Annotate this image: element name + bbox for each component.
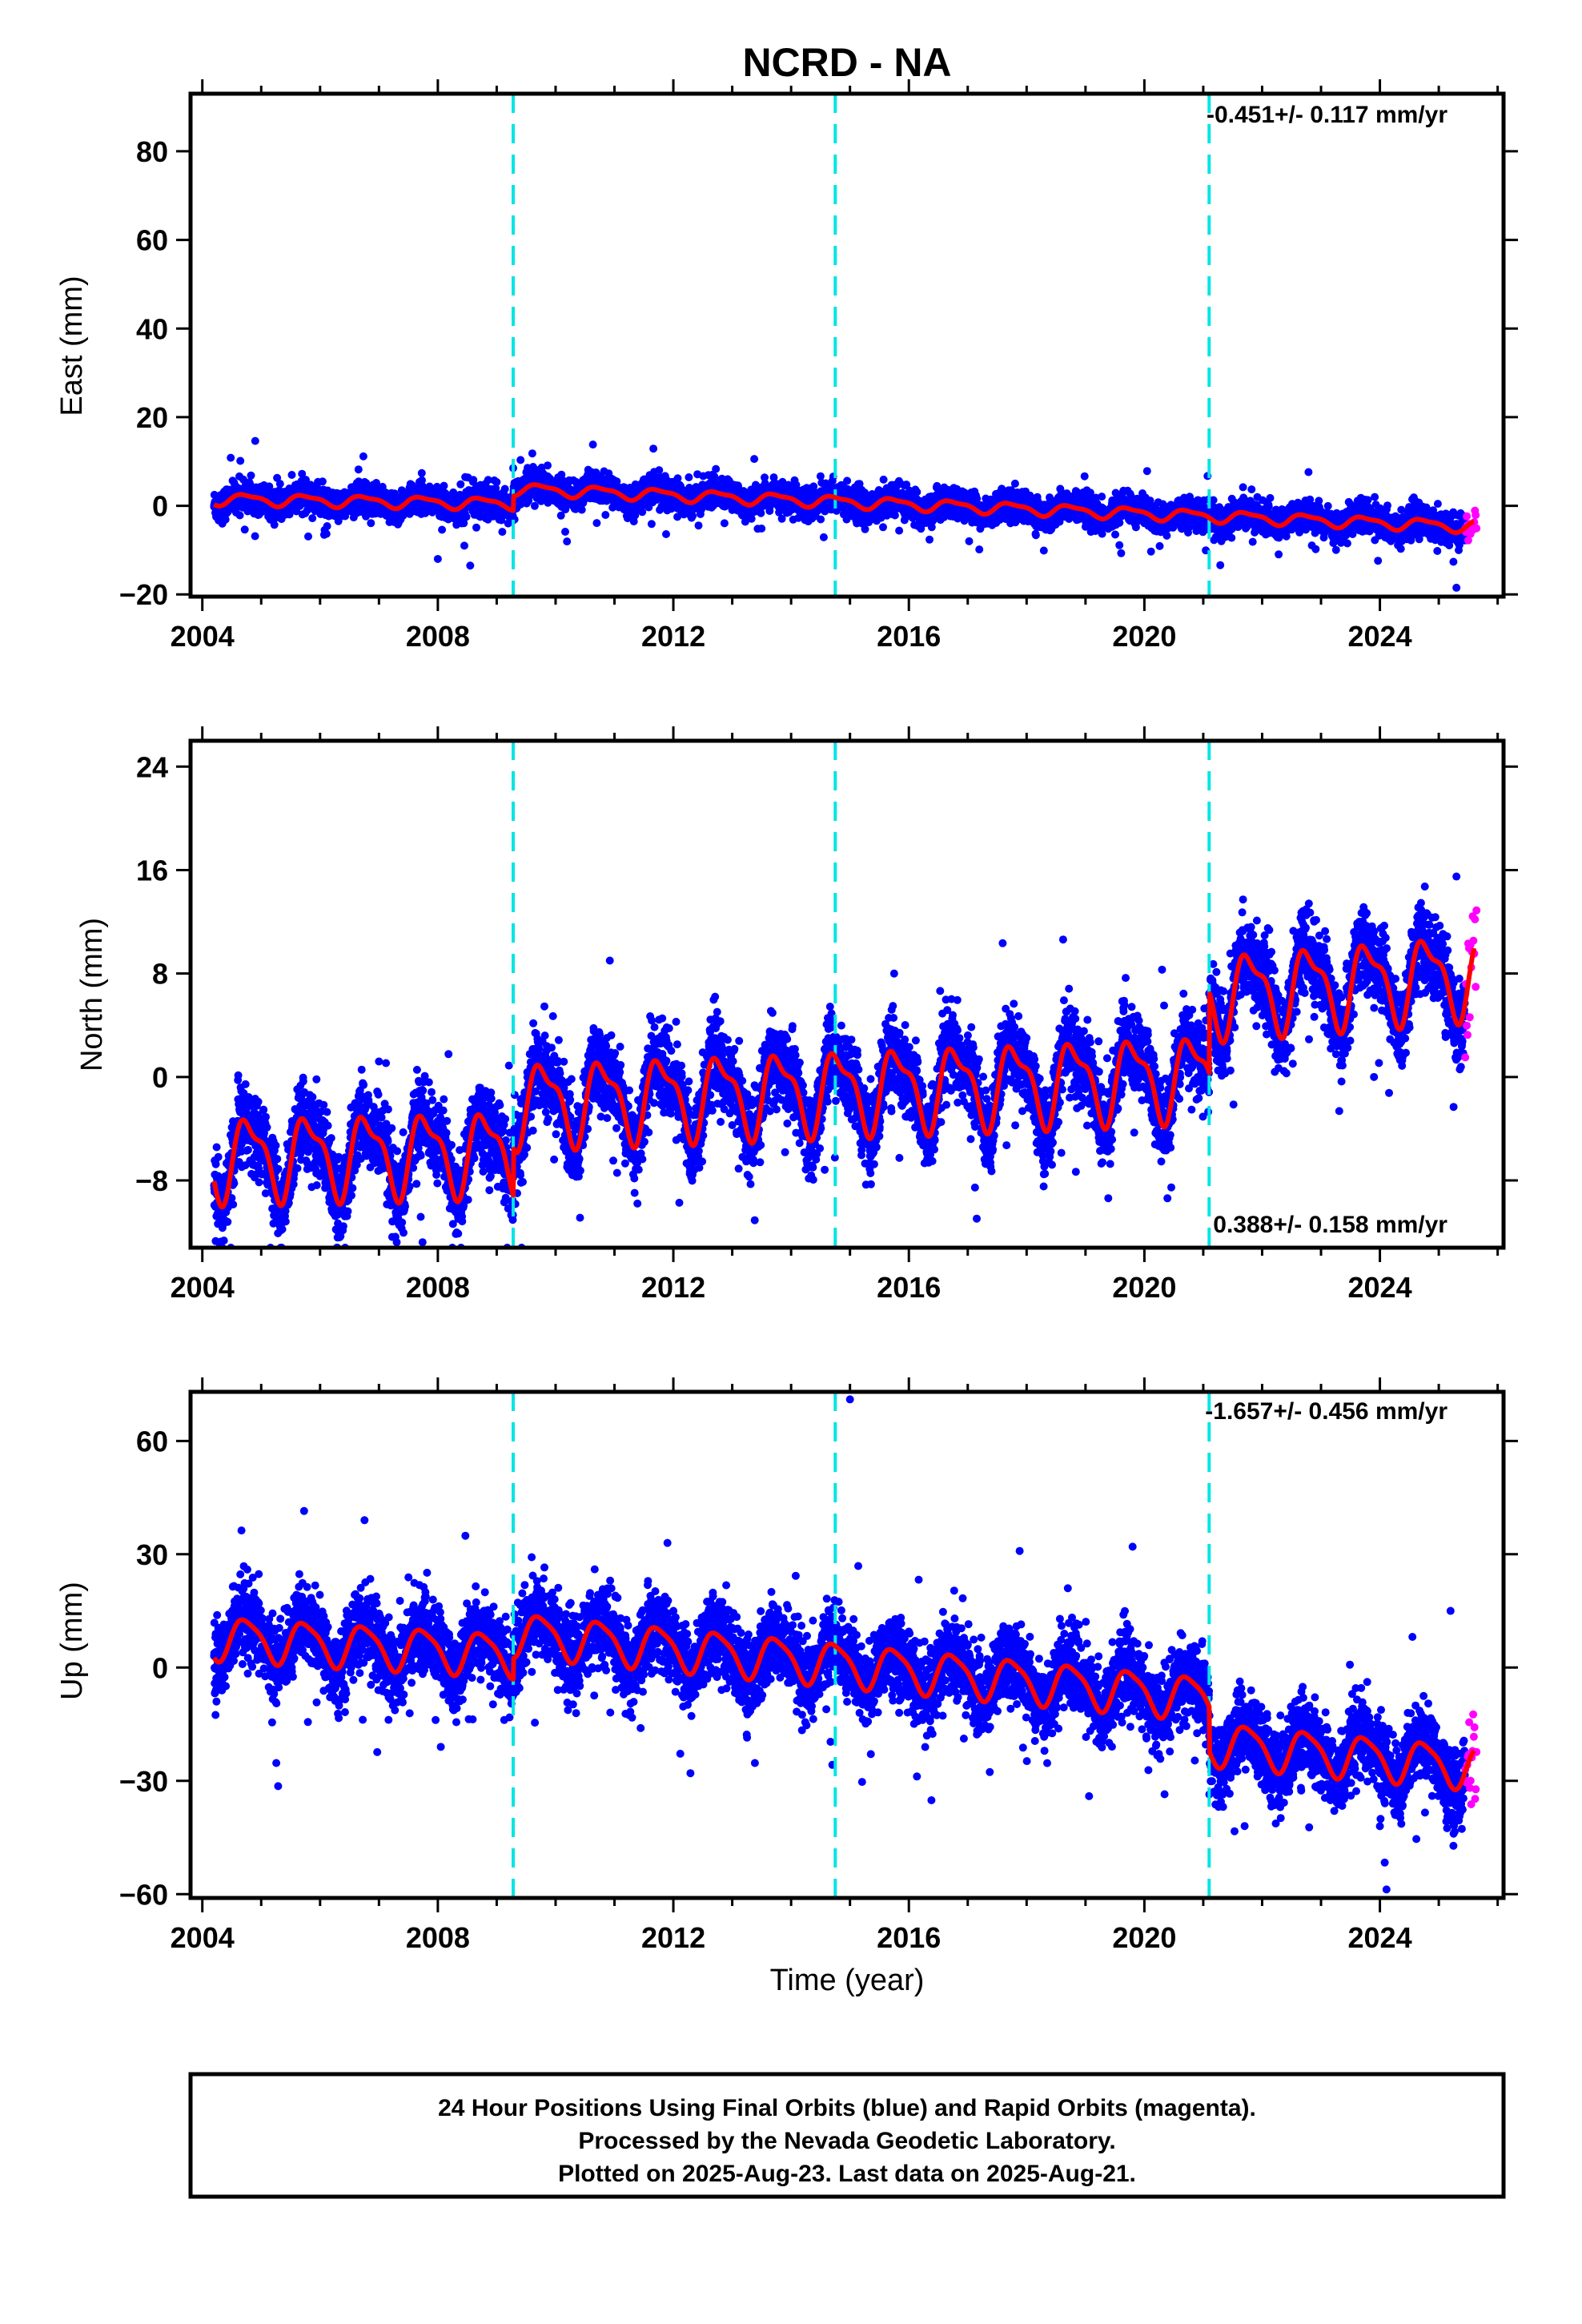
east-final-point bbox=[287, 471, 296, 479]
chart-title: NCRD - NA bbox=[742, 40, 951, 85]
east-final-point bbox=[817, 515, 825, 524]
east-final-point bbox=[563, 537, 572, 546]
east-final-point bbox=[417, 468, 426, 477]
east-final-point bbox=[913, 488, 921, 497]
east-final-point bbox=[304, 532, 312, 541]
east-final-point bbox=[438, 525, 447, 534]
east-final-point bbox=[926, 535, 934, 544]
east-final-point bbox=[516, 456, 525, 464]
east-final-point bbox=[890, 511, 899, 520]
east-final-point bbox=[592, 519, 601, 528]
east-final-point bbox=[372, 479, 380, 487]
east-final-point bbox=[601, 511, 610, 519]
east-final-point bbox=[440, 481, 448, 490]
east-final-point bbox=[500, 485, 509, 493]
east-final-point bbox=[460, 519, 468, 528]
east-final-point bbox=[1010, 479, 1019, 488]
east-final-point bbox=[843, 476, 852, 485]
east-final-point bbox=[323, 522, 331, 530]
east-final-point bbox=[359, 452, 367, 460]
east-panel: East (mm) -0.451+/- 0.117 mm/yr −2002040… bbox=[55, 79, 1518, 653]
east-final-point bbox=[712, 464, 721, 473]
east-final-point bbox=[334, 517, 343, 525]
east-final-point bbox=[750, 455, 759, 464]
east-final-point bbox=[757, 525, 766, 533]
east-final-point bbox=[354, 465, 363, 474]
east-final-point bbox=[251, 436, 259, 445]
east-ylabel: East (mm) bbox=[55, 275, 89, 416]
east-final-point bbox=[975, 545, 984, 554]
east-final-point bbox=[685, 473, 693, 481]
east-final-point bbox=[879, 523, 887, 532]
east-final-point bbox=[720, 519, 729, 528]
east-final-point bbox=[492, 478, 501, 486]
east-final-point bbox=[649, 444, 658, 453]
east-final-point bbox=[879, 475, 888, 484]
east-final-point bbox=[472, 523, 480, 532]
east-final-point bbox=[530, 501, 539, 510]
east-final-point bbox=[247, 471, 255, 480]
east-final-point bbox=[689, 512, 697, 521]
east-final-point bbox=[561, 528, 569, 536]
east-final-point bbox=[236, 456, 245, 465]
east-final-point bbox=[235, 511, 244, 520]
east-final-point bbox=[694, 521, 703, 530]
east-final-point bbox=[462, 513, 471, 521]
east-final-point bbox=[298, 469, 307, 478]
east-final-point bbox=[757, 509, 765, 517]
east-final-point bbox=[270, 521, 279, 529]
east-final-point bbox=[367, 519, 375, 528]
east-final-point bbox=[638, 508, 647, 517]
east-final-point bbox=[544, 461, 552, 470]
east-final-point bbox=[484, 476, 492, 485]
east-final-point bbox=[662, 530, 670, 538]
east-final-point bbox=[302, 476, 310, 485]
east-final-point bbox=[322, 529, 331, 538]
east-final-point bbox=[418, 476, 426, 485]
east-rate-label: -0.451+/- 0.117 mm/yr bbox=[1207, 102, 1447, 128]
east-final-point bbox=[308, 514, 317, 523]
east-final-point bbox=[275, 480, 284, 489]
east-final-point bbox=[265, 482, 274, 491]
east-final-point bbox=[240, 525, 249, 534]
east-final-point bbox=[647, 520, 656, 529]
east-final-point bbox=[655, 466, 664, 475]
east-final-point bbox=[251, 532, 259, 541]
east-final-point bbox=[492, 484, 500, 493]
east-final-point bbox=[895, 526, 904, 535]
east-final-point bbox=[528, 449, 536, 458]
east-final-point bbox=[498, 528, 507, 537]
east-final-orbit-points bbox=[210, 436, 1470, 592]
east-final-point bbox=[227, 453, 235, 462]
east-final-point bbox=[965, 537, 974, 545]
east-final-point bbox=[456, 480, 465, 489]
east-final-point bbox=[861, 525, 869, 533]
east-final-point bbox=[318, 477, 327, 486]
east-final-point bbox=[819, 533, 828, 541]
east-final-point bbox=[221, 515, 230, 524]
east-final-point bbox=[285, 510, 294, 519]
east-final-point bbox=[588, 440, 597, 449]
east-final-point bbox=[469, 476, 478, 485]
